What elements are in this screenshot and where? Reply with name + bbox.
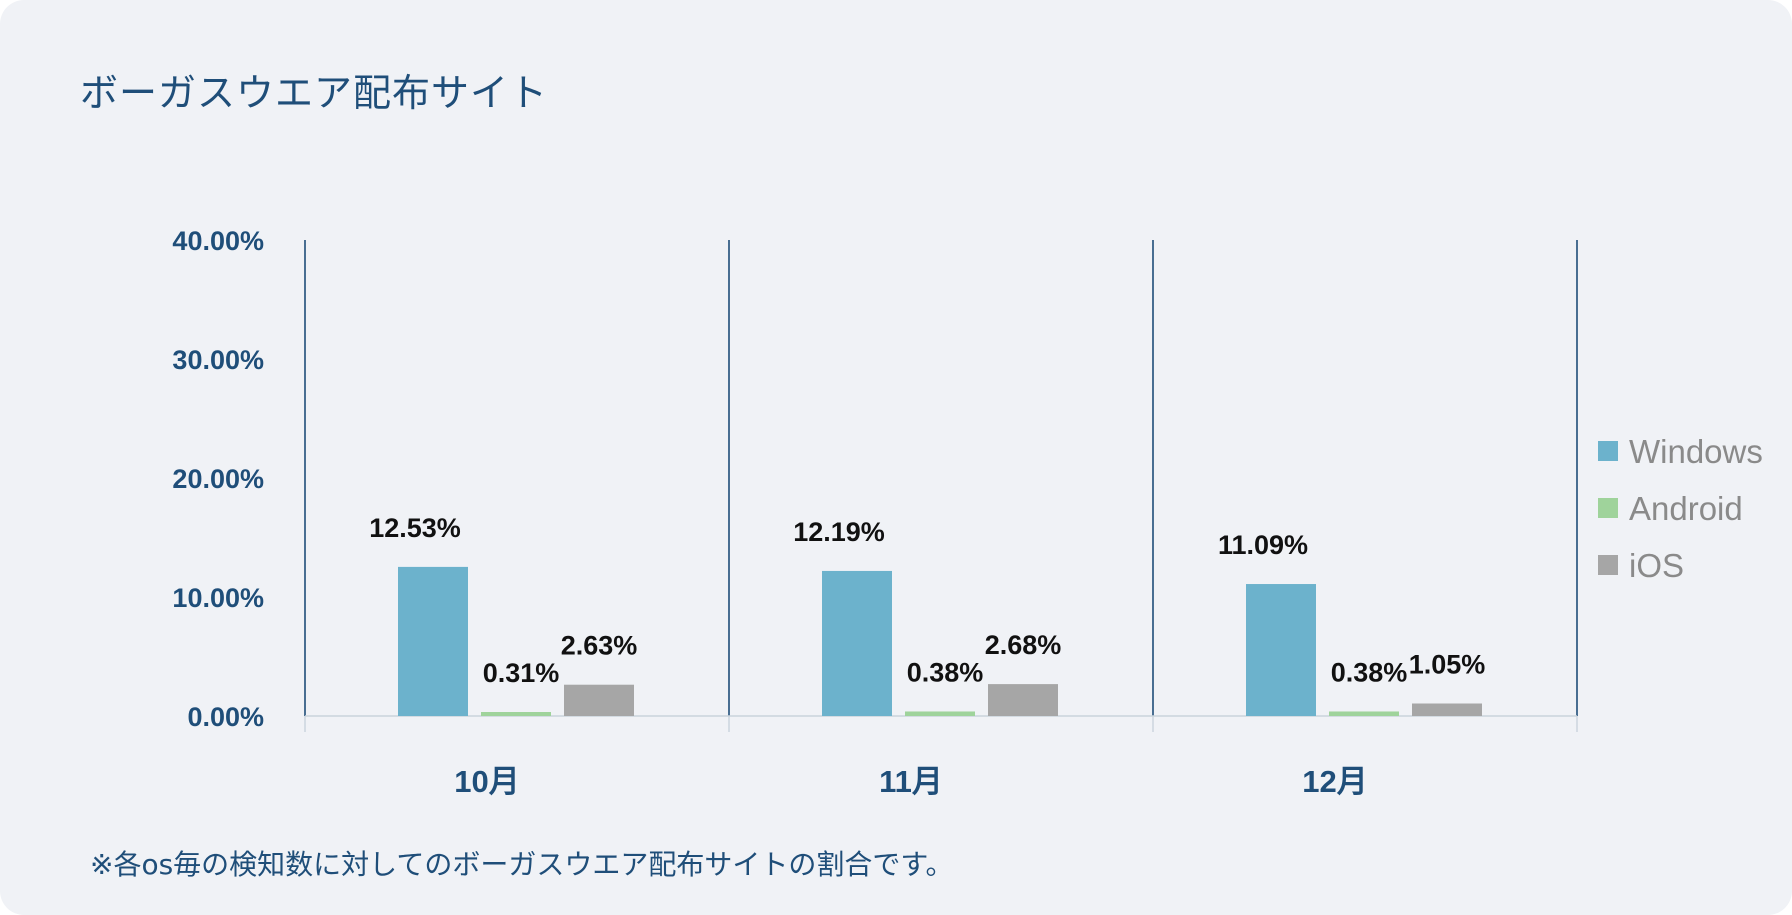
legend-label-android: Android: [1629, 490, 1743, 527]
bar-android: [905, 711, 975, 716]
legend-swatch-windows: [1598, 441, 1618, 461]
bar-android: [481, 712, 551, 716]
data-label-android: 0.38%: [1331, 657, 1408, 687]
x-tick-label: 10月: [454, 764, 519, 799]
data-label-ios: 2.63%: [561, 631, 638, 661]
chart-title: ボーガスウエア配布サイト: [80, 71, 549, 115]
legend-swatch-ios: [1598, 555, 1618, 575]
bar-windows: [822, 570, 892, 716]
bar-ios: [564, 684, 634, 716]
y-tick-label: 20.00%: [172, 464, 264, 494]
legend-swatch-android: [1598, 498, 1618, 518]
bar-android: [1329, 711, 1399, 716]
data-label-ios: 1.05%: [1409, 650, 1486, 680]
x-tick-label: 12月: [1302, 764, 1367, 799]
x-tick-label: 11月: [879, 764, 943, 799]
data-label-android: 0.38%: [907, 657, 984, 687]
bar-windows: [398, 566, 468, 716]
bars-group: [398, 566, 1482, 716]
y-tick-label: 40.00%: [172, 226, 264, 256]
data-label-windows: 11.09%: [1218, 530, 1308, 560]
y-tick-label: 10.00%: [172, 583, 264, 613]
legend-label-windows: Windows: [1629, 433, 1763, 470]
data-labels-group: 12.53%0.31%2.63%12.19%0.38%2.68%11.09%0.…: [369, 513, 1485, 688]
y-tick-label: 30.00%: [172, 345, 264, 375]
bar-ios: [1412, 703, 1482, 716]
legend-group: Windows Android iOS: [1598, 433, 1763, 584]
legend-label-ios: iOS: [1629, 547, 1684, 584]
data-label-android: 0.31%: [483, 658, 560, 688]
data-label-windows: 12.53%: [369, 513, 461, 543]
data-label-windows: 12.19%: [793, 517, 885, 547]
bar-ios: [988, 684, 1058, 716]
data-label-ios: 2.68%: [985, 630, 1062, 660]
footnote: ※各os毎の検知数に対してのボーガスウエア配布サイトの割合です。: [90, 848, 954, 881]
bar-windows: [1246, 584, 1316, 716]
y-tick-label: 0.00%: [187, 702, 264, 732]
